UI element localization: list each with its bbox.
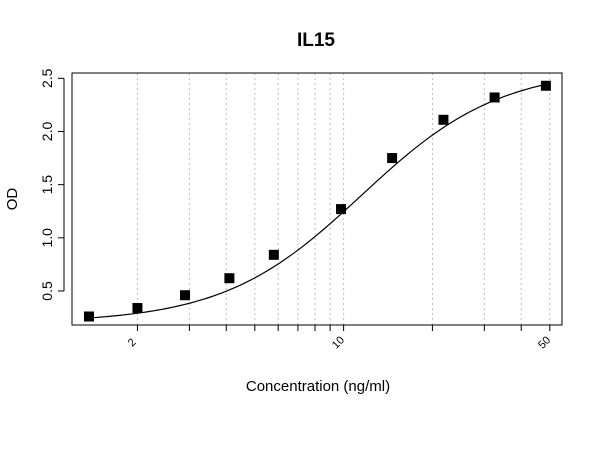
y-tick-label: 2.5 (39, 68, 55, 88)
data-point (540, 80, 551, 91)
fit-curve-layer (88, 83, 547, 319)
data-point (83, 311, 94, 322)
data-point (224, 273, 235, 284)
x-axis-label: Concentration (ng/ml) (246, 378, 390, 395)
data-point (336, 204, 347, 215)
data-point (132, 302, 143, 313)
data-point (438, 114, 449, 125)
data-point (268, 249, 279, 260)
y-tick-label: 1.5 (39, 175, 55, 195)
y-tick-label: 2.0 (39, 122, 55, 142)
grid-lines (136, 73, 551, 325)
chart-title: IL15 (297, 30, 335, 51)
data-point (489, 92, 500, 103)
y-tick-label: 0.5 (39, 281, 55, 301)
x-tick-label: 10 (330, 334, 347, 351)
x-axis: 2 10 50 (126, 325, 553, 351)
y-axis-label: OD (4, 188, 21, 211)
data-point (387, 153, 398, 164)
y-axis: 0.5 1.0 1.5 2.0 2.5 (39, 68, 65, 301)
data-points (83, 80, 551, 322)
y-tick-label: 1.0 (39, 228, 55, 248)
plot-frame (71, 72, 563, 326)
x-tick-label: 2 (126, 336, 139, 349)
x-tick-label: 50 (536, 334, 553, 351)
fit-curve (88, 83, 547, 319)
data-point (180, 290, 191, 301)
